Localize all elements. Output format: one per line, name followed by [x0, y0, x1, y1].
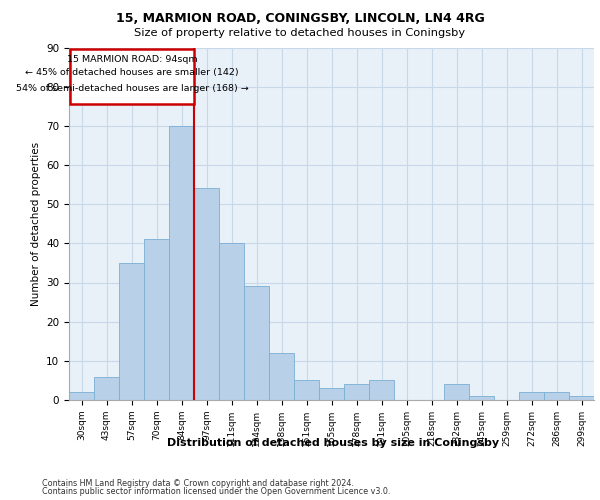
Text: 54% of semi-detached houses are larger (168) →: 54% of semi-detached houses are larger (… [16, 84, 248, 93]
Bar [519, 392, 544, 400]
Bar [269, 353, 294, 400]
Text: Contains public sector information licensed under the Open Government Licence v3: Contains public sector information licen… [42, 487, 391, 496]
Bar [369, 380, 394, 400]
Text: 15, MARMION ROAD, CONINGSBY, LINCOLN, LN4 4RG: 15, MARMION ROAD, CONINGSBY, LINCOLN, LN… [116, 12, 484, 26]
Bar [119, 263, 144, 400]
Bar [94, 376, 119, 400]
Bar [294, 380, 319, 400]
Bar [169, 126, 194, 400]
Bar [569, 396, 594, 400]
Bar [244, 286, 269, 400]
Text: Size of property relative to detached houses in Coningsby: Size of property relative to detached ho… [134, 28, 466, 38]
Bar [219, 244, 244, 400]
Bar [544, 392, 569, 400]
Text: Contains HM Land Registry data © Crown copyright and database right 2024.: Contains HM Land Registry data © Crown c… [42, 478, 354, 488]
Bar [469, 396, 494, 400]
Bar [69, 392, 94, 400]
Text: 15 MARMION ROAD: 94sqm: 15 MARMION ROAD: 94sqm [67, 54, 197, 64]
Bar [319, 388, 344, 400]
Bar [344, 384, 369, 400]
Y-axis label: Number of detached properties: Number of detached properties [31, 142, 41, 306]
Bar [444, 384, 469, 400]
Text: ← 45% of detached houses are smaller (142): ← 45% of detached houses are smaller (14… [25, 68, 239, 78]
Bar [144, 240, 169, 400]
Text: Distribution of detached houses by size in Coningsby: Distribution of detached houses by size … [167, 438, 499, 448]
Bar [194, 188, 219, 400]
Bar [70, 50, 193, 104]
